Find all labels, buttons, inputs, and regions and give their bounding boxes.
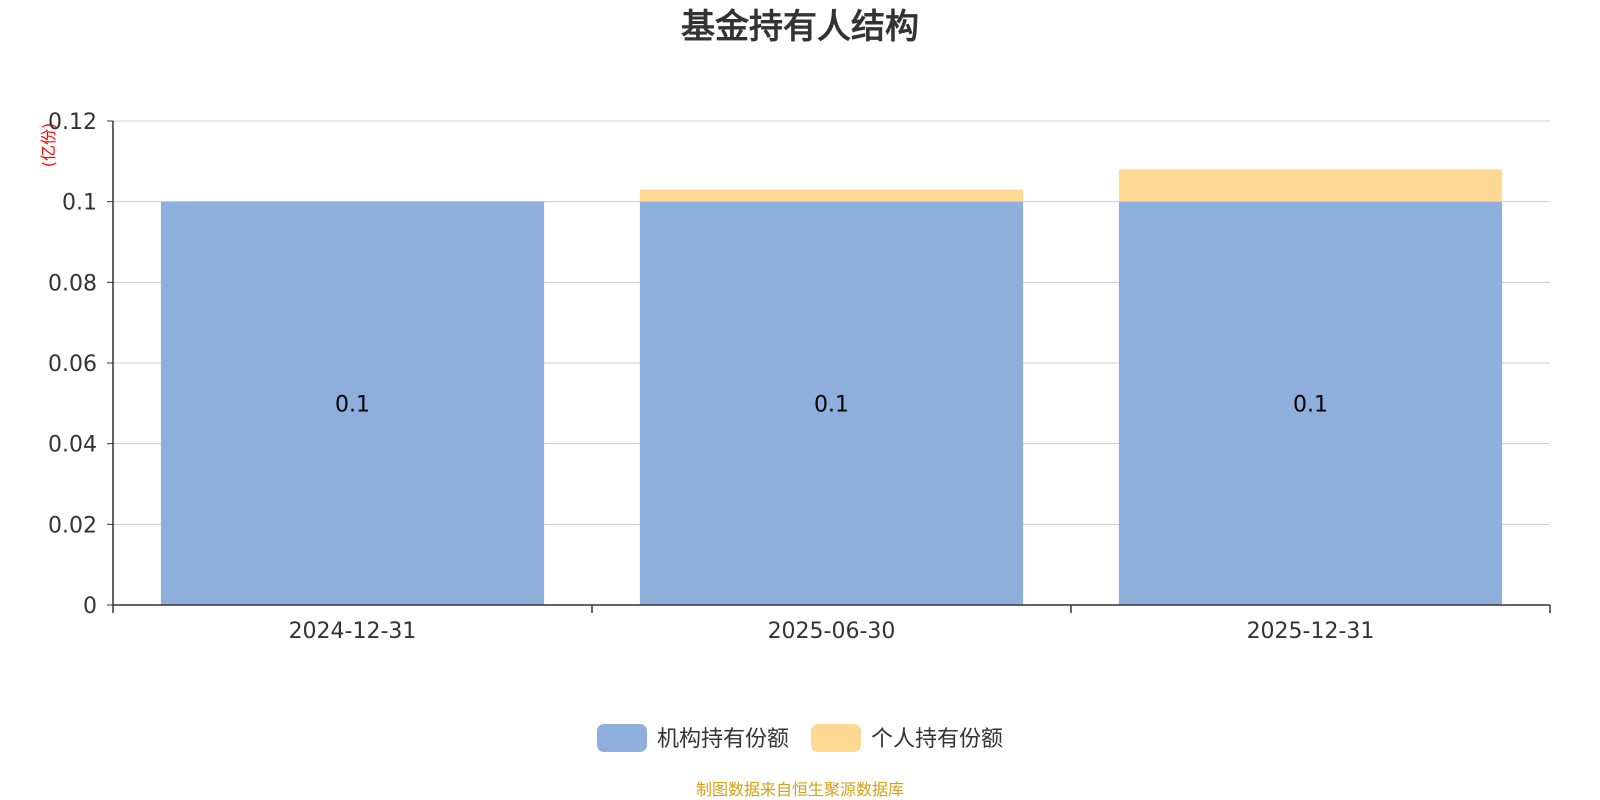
y-tick-label: 0.04	[48, 433, 97, 458]
axes: 0 0.02 0.04 0.06 0.08 0.1 0.12 2024-12-31 2025-0…	[48, 110, 1551, 644]
bar-segment	[639, 189, 1024, 202]
bar-segment	[1118, 201, 1503, 605]
y-tick-label: 0.06	[48, 352, 97, 377]
y-tick-label: 0.02	[48, 513, 97, 538]
data-label: 0.1	[335, 392, 370, 417]
y-tick-label: 0.12	[48, 110, 97, 135]
bar-segment	[1118, 169, 1503, 202]
legend-swatch	[811, 724, 861, 752]
data-labels: 0.1 0.1 0.1	[335, 392, 1328, 417]
legend-label: 机构持有份额	[657, 727, 789, 752]
source-note: 制图数据来自恒生聚源数据库	[696, 780, 904, 799]
legend: 机构持有份额 个人持有份额	[597, 724, 1003, 752]
x-tick-label: 2025-06-30	[768, 619, 896, 644]
y-tick-label: 0	[83, 594, 97, 619]
bars	[160, 169, 1503, 605]
y-tick-label: 0.08	[48, 271, 97, 296]
legend-label: 个人持有份额	[871, 727, 1003, 752]
bar-segment	[160, 201, 545, 605]
chart-title: 基金持有人结构	[681, 7, 919, 47]
data-label: 0.1	[814, 392, 849, 417]
y-axis-unit-label: (亿份)	[39, 123, 58, 168]
y-tick-label: 0.1	[62, 191, 97, 216]
x-tick-label: 2024-12-31	[289, 619, 417, 644]
x-tick-label: 2025-12-31	[1247, 619, 1375, 644]
bar-segment	[639, 201, 1024, 605]
data-label: 0.1	[1293, 392, 1328, 417]
legend-swatch	[597, 724, 647, 752]
